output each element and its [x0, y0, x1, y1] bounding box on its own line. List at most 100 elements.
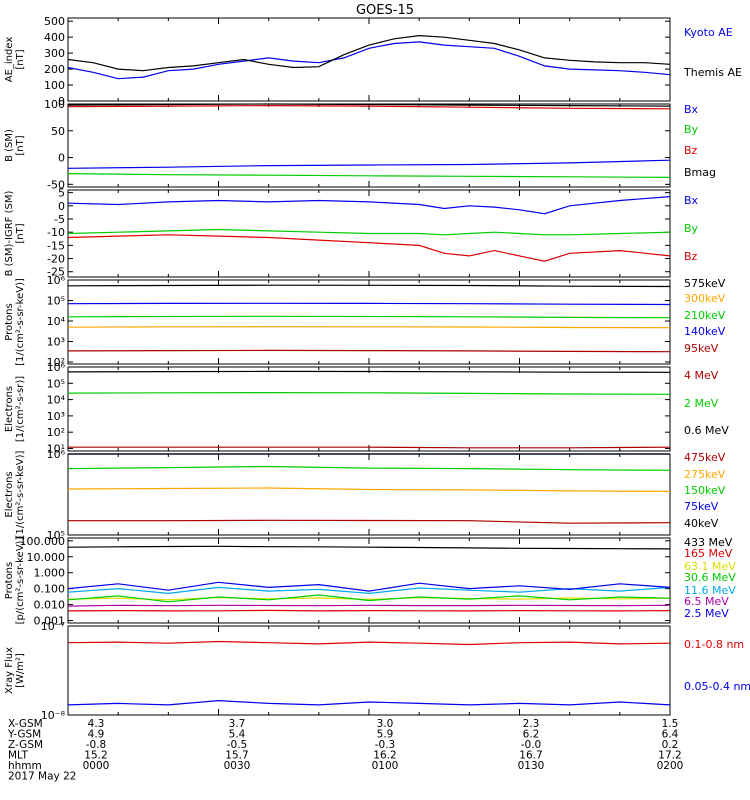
y-axis-label: Protons	[4, 303, 15, 340]
footer-value: -0.3	[375, 739, 396, 751]
series-line-30.6-mev	[67, 594, 671, 603]
series-line-bz	[67, 104, 671, 110]
legend-entry: 0.1-0.8 nm	[684, 638, 744, 651]
legend-entry: 95keV	[684, 342, 719, 355]
y-tick-label: 100	[44, 98, 65, 111]
panel-2: -50 0 50 100 B (SM) [nT] Bx By Bz Bmag	[4, 98, 716, 191]
y-tick-label: 200	[44, 63, 65, 76]
legend-entry: Themis AE	[683, 66, 742, 79]
y-tick-label: 10³	[47, 336, 65, 349]
series-line-95kev	[67, 349, 671, 353]
series-line-575kev	[67, 284, 671, 288]
y-tick-label: -10	[47, 226, 65, 239]
y-axis-label: Electrons	[4, 386, 15, 432]
y-axis-label: [nT]	[15, 135, 26, 155]
legend-entry: 4 MeV	[684, 369, 719, 382]
legend-entry: Bx	[684, 194, 699, 207]
series-line-by	[67, 228, 671, 236]
y-tick-label: 1.000	[34, 567, 66, 580]
legend-entry: 63.1 MeV	[684, 560, 736, 573]
series-line-0.6-mev	[67, 370, 671, 373]
y-tick-label: 0	[58, 152, 65, 165]
y-tick-label: 10⁶	[47, 274, 66, 287]
footer-value: 4.9	[88, 729, 105, 741]
y-tick-label: 10⁶	[47, 448, 66, 461]
legend-entry: 300keV	[684, 292, 726, 305]
y-tick-label: 10²	[47, 426, 65, 439]
series-line-2.5-mev	[67, 581, 671, 592]
y-tick-label: 0.010	[34, 599, 66, 612]
series-line-bx	[67, 159, 671, 169]
footer-value: 6.2	[523, 729, 540, 741]
series-line-4-mev	[68, 446, 671, 449]
panel-frame	[67, 17, 671, 102]
footer-value: 6.4	[662, 729, 679, 741]
legend-entry: Bz	[684, 144, 698, 157]
legend-entry: 0.05-0.4 nm	[684, 680, 750, 693]
legend-entry: Kyoto AE	[684, 26, 733, 39]
series-line-140kev	[67, 302, 671, 306]
y-axis-label: Electrons	[4, 471, 15, 517]
footer-value: 0130	[518, 760, 545, 772]
footer-value: 1.5	[662, 718, 679, 730]
y-tick-label: 0	[58, 95, 65, 108]
legend-entry: 150keV	[684, 484, 726, 497]
series-line-6.5-mev	[67, 604, 671, 607]
footer-value: 3.7	[229, 718, 246, 730]
footer-row-label: Y-GSM	[7, 729, 41, 741]
y-axis-label: [1/(cm²-s-sr)]	[15, 376, 26, 442]
legend-entry: 75keV	[684, 500, 719, 513]
footer-value: -0.8	[86, 739, 107, 751]
footer-value: 15.2	[84, 750, 107, 762]
legend-entry: 6.5 MeV	[684, 595, 729, 608]
y-tick-label: 10⁶	[47, 361, 66, 374]
footer-value: 0200	[657, 760, 684, 772]
series-line-bx	[67, 196, 671, 215]
y-axis-label: [p/(cm²-s-sr-keV)]	[15, 537, 26, 625]
footer-row-label: MLT	[8, 750, 28, 762]
y-tick-label: 10⁵	[47, 295, 65, 308]
y-tick-label: 10²	[47, 356, 65, 369]
y-tick-label: 10⁻⁷	[41, 620, 65, 633]
y-tick-label: 10.000	[27, 551, 66, 564]
y-axis-label: [nT]	[15, 223, 26, 243]
y-axis-label: AE_index	[4, 37, 15, 83]
y-tick-label: 10⁵	[47, 529, 65, 542]
legend-entry: 2.5 MeV	[684, 607, 729, 620]
legend-entry: 275keV	[684, 468, 726, 481]
footer-value: 0.2	[662, 739, 679, 751]
y-axis-label: Xray Flux	[4, 647, 15, 694]
series-line-11.6-mev	[67, 586, 671, 595]
y-tick-label: 500	[44, 15, 65, 28]
legend-entry: 11.6 MeV	[684, 584, 736, 597]
y-tick-label: 0.001	[34, 615, 66, 628]
legend-entry: 0.6 MeV	[684, 424, 729, 437]
legend-entry: 40keV	[684, 517, 719, 530]
panel-3: 50-5-10-15-20-25 B (SM)-IGRF (SM) [nT] Bx By…	[4, 187, 699, 279]
legend-entry: Bz	[684, 250, 698, 263]
series-line-kyoto-ae	[67, 41, 671, 80]
series-line-63.1-mev	[67, 596, 671, 601]
footer-value: 0100	[372, 760, 399, 772]
y-tick-label: 0	[58, 200, 65, 213]
y-axis-label: B (SM)-IGRF (SM)	[4, 191, 15, 277]
footer-value: -0.5	[227, 739, 248, 751]
y-tick-label: 100	[44, 79, 65, 92]
y-tick-label: -5	[54, 213, 65, 226]
footer-value: 17.2	[658, 750, 681, 762]
series-line-bz	[67, 234, 671, 262]
y-tick-label: 100.000	[20, 535, 66, 548]
y-tick-label: -50	[47, 178, 65, 191]
y-axis-label: [W/m²]	[15, 653, 26, 688]
footer-value: 16.7	[519, 750, 542, 762]
legend-entry: By	[684, 123, 699, 136]
legend-entry: 210keV	[684, 309, 726, 322]
y-tick-label: 10⁻⁸	[41, 709, 66, 722]
legend-entry: 2 MeV	[684, 397, 719, 410]
series-line-bmag	[67, 103, 671, 107]
footer-row-label: 2017 May 22	[8, 771, 76, 783]
panel-5: 10¹ 10² 10³ 10⁴ 10⁵ 10⁶ Electrons [1/(cm²-s-sr)…	[4, 361, 729, 455]
y-tick-label: -20	[47, 253, 65, 266]
panel-4: 10² 10³ 10⁴ 10⁵ 10⁶ Protons [1/(cm²-s-sr-keV)]…	[4, 274, 726, 369]
